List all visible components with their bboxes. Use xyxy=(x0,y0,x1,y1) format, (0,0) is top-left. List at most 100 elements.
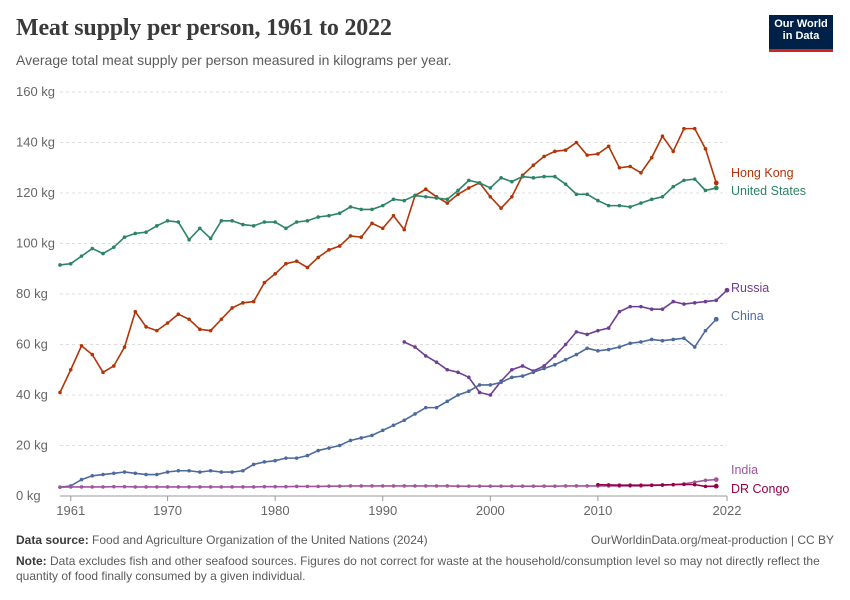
data-point-india xyxy=(251,485,256,489)
data-point-hong-kong xyxy=(208,328,213,333)
data-point-china xyxy=(531,370,536,375)
data-point-india xyxy=(359,484,364,488)
data-point-china xyxy=(585,346,589,351)
series-label-united-states: United States xyxy=(731,184,806,198)
data-point-china xyxy=(198,470,202,474)
series-label-india: India xyxy=(731,463,758,477)
data-point-india xyxy=(219,485,224,489)
data-point-russia xyxy=(553,354,557,358)
data-point-china xyxy=(176,468,181,473)
data-point-united-states xyxy=(467,178,471,183)
data-point-china xyxy=(187,468,191,473)
logo-line-2: in Data xyxy=(782,30,820,42)
data-point-china xyxy=(262,460,267,464)
series-line-russia xyxy=(403,289,728,396)
page-subtitle: Average total meat supply per person mea… xyxy=(16,52,452,68)
data-point-china xyxy=(563,357,568,362)
data-point-united-states xyxy=(348,205,353,209)
x-tick-label: 1990 xyxy=(368,503,397,518)
data-point-dr-congo xyxy=(596,482,600,487)
y-tick-label: 60 kg xyxy=(16,337,48,352)
data-point-india xyxy=(198,485,202,489)
y-tick-label: 140 kg xyxy=(16,135,55,150)
data-point-hong-kong xyxy=(187,317,191,322)
data-point-united-states xyxy=(111,245,116,250)
data-point-china xyxy=(208,468,213,473)
data-point-russia xyxy=(467,375,471,380)
owid-logo[interactable]: Our World in Data xyxy=(769,15,833,52)
data-point-hong-kong xyxy=(510,194,514,199)
data-point-china xyxy=(671,337,676,342)
data-point-united-states xyxy=(230,218,234,223)
data-point-china xyxy=(413,412,417,416)
data-point-china xyxy=(456,393,460,397)
data-point-dr-congo xyxy=(606,483,611,487)
data-point-united-states xyxy=(413,193,417,198)
data-point-china xyxy=(703,328,708,333)
data-source-text: Food and Agriculture Organization of the… xyxy=(92,533,428,547)
data-point-hong-kong xyxy=(380,226,385,231)
data-point-russia xyxy=(520,364,525,368)
series-line-hong-kong xyxy=(59,127,718,393)
data-point-united-states xyxy=(520,174,525,179)
data-point-india xyxy=(499,484,503,488)
data-point-india xyxy=(380,484,385,488)
data-point-united-states xyxy=(445,197,450,202)
data-point-china xyxy=(380,428,385,433)
data-point-india xyxy=(262,484,267,489)
data-point-dr-congo xyxy=(649,483,654,487)
data-point-hong-kong xyxy=(574,140,579,145)
y-gridlines xyxy=(60,91,727,497)
data-point-hong-kong xyxy=(101,370,105,375)
data-point-russia xyxy=(477,390,482,395)
data-point-china xyxy=(628,341,632,346)
data-point-hong-kong xyxy=(456,192,460,197)
end-point-russia xyxy=(724,287,730,293)
data-point-china xyxy=(488,383,493,387)
data-point-china xyxy=(553,362,557,367)
data-point-united-states xyxy=(219,218,224,223)
data-point-hong-kong xyxy=(251,299,256,304)
data-point-russia xyxy=(488,393,493,397)
data-point-china xyxy=(79,477,84,482)
data-point-hong-kong xyxy=(639,171,643,175)
data-point-united-states xyxy=(133,231,138,236)
data-point-india xyxy=(337,484,342,488)
y-tick-label: 80 kg xyxy=(16,286,48,301)
data-point-russia xyxy=(649,307,654,311)
data-point-united-states xyxy=(155,224,159,228)
data-point-hong-kong xyxy=(488,194,493,199)
data-point-russia xyxy=(510,367,514,372)
data-point-hong-kong xyxy=(219,317,224,322)
data-point-india xyxy=(187,485,191,489)
source-url-link[interactable]: OurWorldinData.org/meat-production | CC … xyxy=(591,533,834,547)
series-label-china: China xyxy=(731,309,764,323)
data-point-china xyxy=(284,456,288,460)
data-point-india xyxy=(553,484,557,488)
data-point-united-states xyxy=(198,226,202,231)
data-point-dr-congo xyxy=(682,482,686,487)
data-point-hong-kong xyxy=(122,345,127,349)
data-point-china xyxy=(402,418,407,423)
data-point-united-states xyxy=(79,254,84,258)
data-point-united-states xyxy=(574,192,579,197)
data-point-hong-kong xyxy=(337,244,342,248)
data-point-united-states xyxy=(187,237,191,242)
data-point-india xyxy=(445,484,450,488)
y-tick-label: 120 kg xyxy=(16,185,55,200)
data-point-united-states xyxy=(692,177,697,181)
data-point-hong-kong xyxy=(467,186,471,190)
data-point-russia xyxy=(574,330,579,334)
y-tick-label: 20 kg xyxy=(16,438,48,453)
data-point-india xyxy=(305,484,310,489)
data-point-dr-congo xyxy=(692,482,697,487)
data-point-india xyxy=(230,485,234,489)
data-point-india xyxy=(208,485,213,489)
data-point-united-states xyxy=(337,211,342,215)
data-point-hong-kong xyxy=(198,327,202,332)
data-point-india xyxy=(165,485,170,489)
data-point-hong-kong xyxy=(660,134,665,138)
data-point-china xyxy=(327,446,331,450)
data-point-united-states xyxy=(585,192,589,197)
data-point-united-states xyxy=(402,198,407,203)
